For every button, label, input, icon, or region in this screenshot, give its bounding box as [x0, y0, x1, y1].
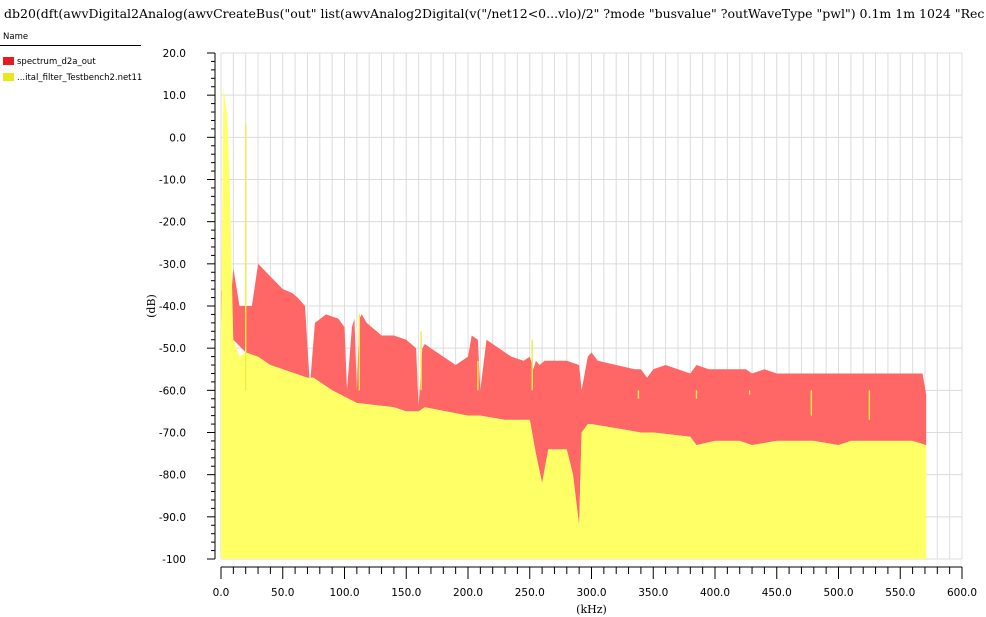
y-tick-label: -60.0	[159, 385, 186, 397]
x-tick-label: 300.0	[576, 587, 606, 599]
legend-label-net11: ...ital_filter_Testbench2.net11	[17, 73, 143, 83]
y-tick-label: -80.0	[159, 470, 186, 482]
y-tick-label: 0.0	[169, 132, 186, 144]
x-axis-label: (kHz)	[576, 603, 607, 616]
legend-swatch-net11	[3, 73, 14, 81]
y-tick-label: -40.0	[159, 301, 186, 313]
series-areas	[221, 86, 927, 559]
x-tick-label: 400.0	[700, 587, 730, 599]
y-tick-label: -50.0	[159, 343, 186, 355]
y-tick-label: -70.0	[159, 428, 186, 440]
x-tick-label: 200.0	[453, 587, 483, 599]
legend-label-spectrum: spectrum_d2a_out	[17, 57, 96, 67]
legend-item-net11[interactable]: ...ital_filter_Testbench2.net11	[3, 73, 142, 85]
x-tick-label: 350.0	[638, 587, 668, 599]
y-tick-label: -10.0	[159, 175, 186, 187]
series-area-net11	[221, 86, 927, 559]
x-tick-label: 500.0	[823, 587, 853, 599]
legend-swatch-spectrum	[3, 57, 14, 65]
series-area-spectrum	[221, 263, 927, 526]
expression-title: db20(dft(awvDigital2Analog(awvCreateBus(…	[4, 6, 984, 21]
y-tick-label: -20.0	[159, 217, 186, 229]
x-tick-label: 0.0	[213, 587, 230, 599]
x-axis-ticks: 0.0 50.0 100.0 150.0 200.0 250.0 300.0 350.0 400…	[213, 567, 977, 599]
x-tick-label: 550.0	[885, 587, 915, 599]
legend-header: Name	[3, 32, 29, 42]
y-axis-ticks: 20.0 10.0 0.0 -10.0 -20.0 -30.0 -40.0 -50.0 -60.…	[159, 48, 215, 566]
legend-item-spectrum[interactable]: spectrum_d2a_out	[3, 57, 96, 69]
x-tick-label: 250.0	[515, 587, 545, 599]
x-tick-label: 450.0	[762, 587, 792, 599]
legend-divider	[0, 45, 141, 46]
x-tick-label: 150.0	[391, 587, 421, 599]
y-tick-label: 20.0	[163, 48, 186, 60]
y-tick-label: -30.0	[159, 259, 186, 271]
x-tick-label: 600.0	[947, 587, 977, 599]
x-tick-label: 100.0	[329, 587, 359, 599]
y-tick-label: -90.0	[159, 512, 186, 524]
y-tick-label: -100	[162, 554, 186, 566]
y-axis-label: (dB)	[145, 294, 158, 318]
x-tick-label: 50.0	[271, 587, 294, 599]
y-tick-label: 10.0	[163, 90, 186, 102]
